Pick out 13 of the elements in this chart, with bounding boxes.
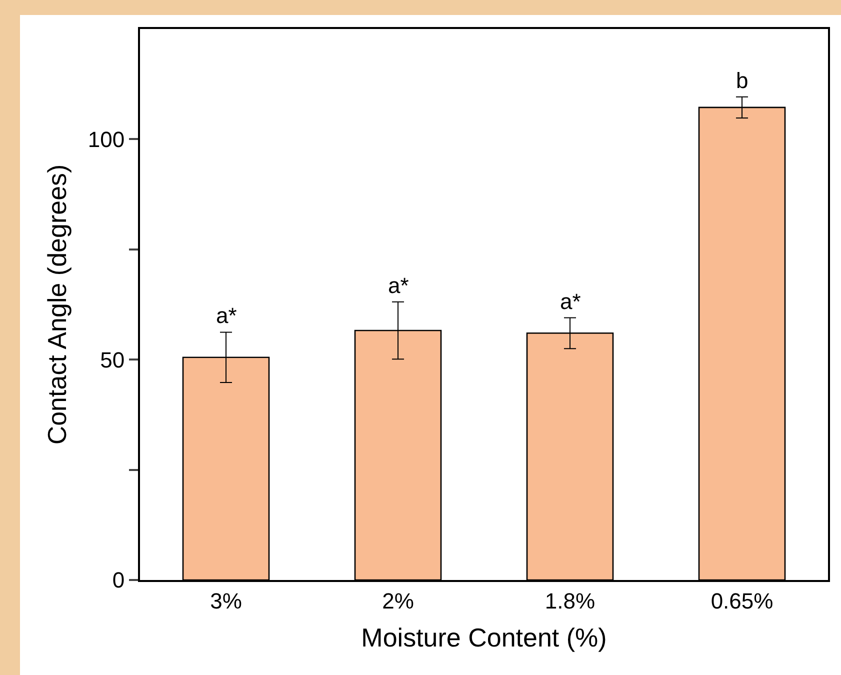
annotation: a* xyxy=(560,289,582,314)
x-tick-label: 1.8% xyxy=(544,588,596,614)
annotation: a* xyxy=(388,273,410,298)
y-axis-title: Contact Angle (degrees) xyxy=(42,164,72,445)
annotation: a* xyxy=(216,303,238,328)
x-tick-label: 3% xyxy=(210,588,242,614)
annotation: b xyxy=(736,68,748,93)
x-tick-label: 0.65% xyxy=(710,588,774,614)
y-tick-label: 50 xyxy=(100,347,125,372)
y-tick-label: 0 xyxy=(112,568,125,593)
y-tick-label: 100 xyxy=(88,126,125,152)
x-axis-title: Moisture Content (%) xyxy=(361,622,607,653)
x-tick-label: 2% xyxy=(382,588,414,614)
